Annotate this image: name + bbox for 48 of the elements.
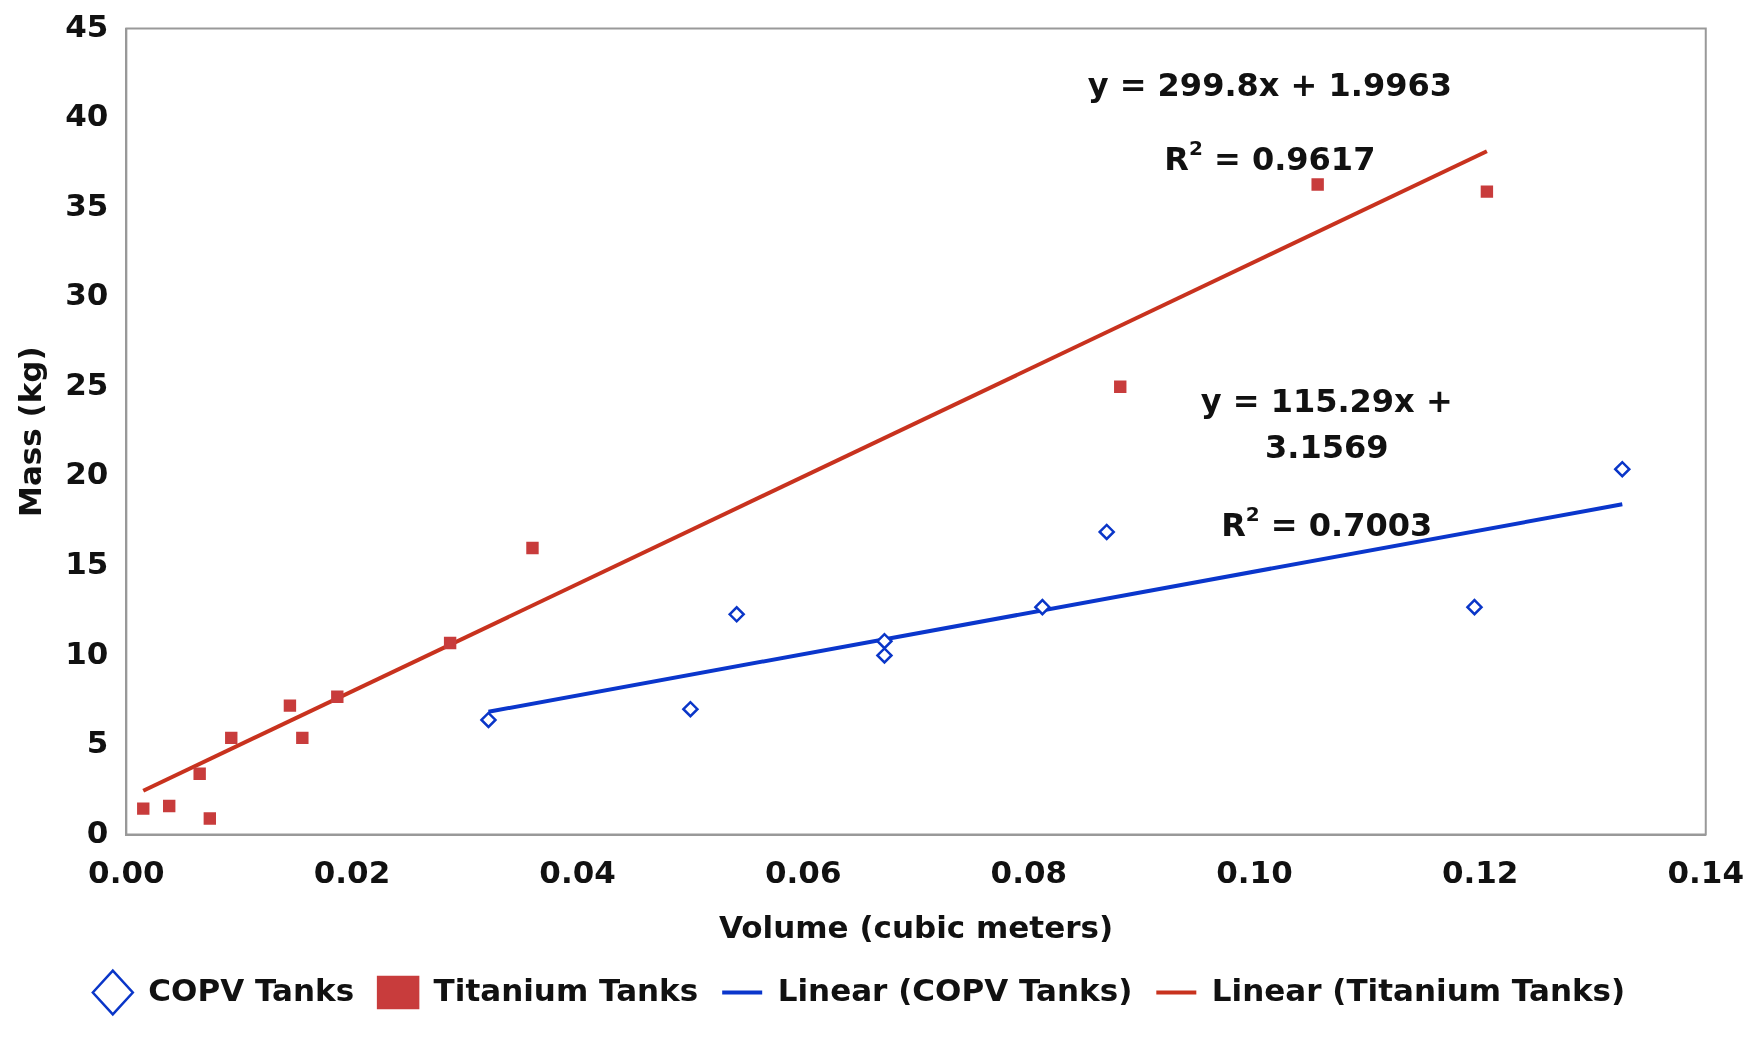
- y-tick-label: 10: [65, 634, 109, 671]
- legend-label: Titanium Tanks: [433, 971, 699, 1008]
- point: [331, 690, 344, 703]
- x-tick-label: 0.12: [1441, 854, 1519, 891]
- x-tick-label: 0.10: [1216, 854, 1293, 891]
- y-tick-label: 30: [65, 276, 109, 313]
- point: [728, 606, 745, 623]
- x-tick-label: 0.02: [313, 854, 391, 891]
- point: [1034, 598, 1051, 616]
- point: [1114, 380, 1127, 394]
- point: [193, 767, 206, 780]
- legend-label: COPV Tanks: [148, 971, 355, 1008]
- point: [443, 636, 457, 650]
- point: [1466, 598, 1483, 616]
- y-tick-label: 40: [65, 97, 109, 134]
- point: [225, 731, 238, 745]
- x-tick-label: 0.04: [539, 854, 616, 891]
- legend-label: Linear (COPV Tanks): [777, 971, 1133, 1008]
- y-tick-label: 20: [65, 455, 109, 492]
- annotation: y = 115.29x + 3.1569: [1200, 382, 1453, 467]
- point: [682, 700, 699, 718]
- point: [1614, 460, 1631, 478]
- point: [163, 799, 176, 813]
- legend-label: Linear (Titanium Tanks): [1211, 971, 1626, 1008]
- point: [1311, 178, 1324, 191]
- x-axis-title: Volume (cubic meters): [719, 909, 1114, 946]
- point: [526, 541, 539, 555]
- point: [480, 711, 497, 729]
- y-tick-label: 5: [86, 724, 109, 761]
- y-tick-label: 15: [65, 544, 109, 581]
- y-tick-label: 25: [65, 365, 109, 402]
- point: [283, 699, 297, 712]
- y-tick-label: 35: [65, 186, 109, 223]
- y-axis-title: Mass (kg): [11, 346, 48, 517]
- point: [876, 647, 893, 664]
- x-tick-label: 0.14: [1667, 854, 1745, 891]
- x-tick-label: 0.06: [764, 854, 842, 891]
- point: [876, 632, 893, 650]
- x-tick-label: 0.08: [990, 854, 1068, 891]
- point: [296, 731, 309, 745]
- point: [1480, 185, 1494, 198]
- y-tick-label: 45: [65, 7, 109, 44]
- annotation: y = 299.8x + 1.9963: [1087, 65, 1453, 104]
- point: [203, 812, 217, 825]
- point: [137, 802, 150, 815]
- point: [1098, 523, 1115, 541]
- x-tick-label: 0.00: [88, 854, 165, 891]
- y-tick-label: 0: [86, 813, 109, 850]
